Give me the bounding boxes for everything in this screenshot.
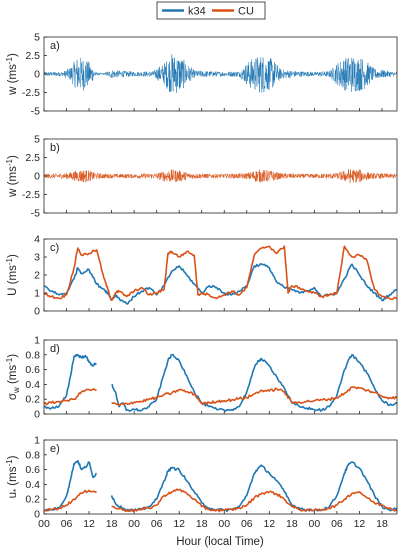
y-tick-label: 2.5 bbox=[25, 152, 40, 164]
y-tick-label: 0.2 bbox=[25, 494, 40, 506]
x-tick-label: 06 bbox=[241, 518, 253, 530]
y-tick-label: 0.6 bbox=[25, 364, 40, 376]
y-tick-label: 4 bbox=[34, 234, 40, 246]
panel-e: 0 0.2 0.4 0.6 0.8 1 e) u* (ms-1) bbox=[5, 435, 398, 521]
y-tick-label: 0 bbox=[34, 409, 40, 421]
panel-d-ylabel: σw (ms-1) bbox=[5, 354, 21, 400]
y-tick-label: -2.5 bbox=[22, 189, 40, 201]
panel-b-series bbox=[43, 169, 398, 184]
panel-d: 0 0.2 0.4 0.6 0.8 1 d) σw (ms-1) bbox=[5, 335, 398, 421]
y-tick-label: 2.5 bbox=[25, 50, 40, 62]
y-tick-label: 0.4 bbox=[25, 479, 40, 491]
panel-a-ylabel: w (ms-1) bbox=[5, 53, 19, 96]
x-tick-label: 12 bbox=[173, 518, 185, 530]
x-tick-label: 00 bbox=[309, 518, 321, 530]
x-tick-label: 18 bbox=[286, 518, 298, 530]
series-line-cu bbox=[43, 488, 398, 513]
panel-e-ylabel: u* (ms-1) bbox=[5, 455, 21, 498]
y-tick-label: 1 bbox=[34, 288, 40, 300]
y-tick-label: 0 bbox=[34, 306, 40, 318]
panel-b-ylabel: w (ms-1) bbox=[5, 155, 19, 198]
panel-d-yticks: 0 0.2 0.4 0.6 0.8 1 bbox=[25, 335, 47, 421]
panel-e-xticks bbox=[43, 511, 383, 514]
y-tick-label: 0 bbox=[34, 69, 40, 81]
series-line-k34 bbox=[43, 54, 398, 93]
y-tick-label: 0.2 bbox=[25, 394, 40, 406]
y-tick-label: 3 bbox=[34, 252, 40, 264]
y-tick-label: -2.5 bbox=[22, 87, 40, 99]
x-tick-label: 00 bbox=[38, 518, 50, 530]
y-tick-label: 0.8 bbox=[25, 449, 40, 461]
x-tick-label: 18 bbox=[196, 518, 208, 530]
panel-d-frame bbox=[43, 339, 398, 415]
y-tick-label: -5 bbox=[31, 106, 40, 118]
panel-e-series bbox=[43, 459, 398, 513]
y-tick-label: -5 bbox=[31, 208, 40, 220]
y-tick-label: 0 bbox=[34, 171, 40, 183]
panel-a-series bbox=[43, 54, 398, 93]
legend-label-cu: CU bbox=[238, 6, 254, 18]
y-tick-label: 0.8 bbox=[25, 349, 40, 361]
y-tick-label: 1 bbox=[34, 435, 40, 447]
y-tick-label: 5 bbox=[34, 32, 40, 44]
y-tick-label: 2 bbox=[34, 270, 40, 282]
panel-c-xticks bbox=[43, 308, 383, 311]
panel-d-xticks bbox=[43, 411, 383, 414]
panel-c-ylabel: U (ms-1) bbox=[5, 254, 19, 296]
panel-c: 0 1 2 3 4 c) U (ms-1) bbox=[5, 234, 398, 318]
x-tick-label: 00 bbox=[128, 518, 140, 530]
series-line-k34 bbox=[43, 353, 398, 412]
panel-a-yticks: -5 -2.5 0 2.5 5 bbox=[22, 32, 47, 118]
panel-e-yticks: 0 0.2 0.4 0.6 0.8 1 bbox=[25, 435, 47, 521]
y-tick-label: 0 bbox=[34, 509, 40, 521]
panel-a: -5 -2.5 0 2.5 5 a) w (ms-1) bbox=[5, 32, 398, 118]
panel-e-tag: e) bbox=[50, 443, 60, 455]
panel-d-tag: d) bbox=[50, 343, 60, 355]
legend-label-k34: k34 bbox=[188, 6, 206, 18]
y-tick-label: 5 bbox=[34, 134, 40, 146]
panel-e-frame bbox=[43, 439, 398, 515]
series-line-cu bbox=[43, 169, 398, 184]
panel-b-yticks: -5 -2.5 0 2.5 5 bbox=[22, 134, 47, 220]
panel-c-yticks: 0 1 2 3 4 bbox=[34, 234, 47, 318]
x-tick-label: 00 bbox=[218, 518, 230, 530]
panel-c-tag: c) bbox=[50, 242, 59, 254]
x-tick-label: 06 bbox=[61, 518, 73, 530]
legend-box bbox=[156, 1, 266, 20]
panel-b-xticks bbox=[43, 210, 383, 213]
x-tick-labels: 00 06 12 18 00 06 12 18 00 06 12 18 00 06 12 18 bbox=[38, 518, 388, 530]
series-line-cu bbox=[43, 245, 398, 301]
series-line-k34 bbox=[43, 459, 398, 513]
panel-b-tag: b) bbox=[50, 142, 60, 154]
x-tick-label: 18 bbox=[106, 518, 118, 530]
x-tick-label: 18 bbox=[376, 518, 388, 530]
series-line-cu bbox=[43, 386, 398, 406]
y-tick-label: 1 bbox=[34, 335, 40, 347]
x-tick-label: 12 bbox=[263, 518, 275, 530]
x-tick-label: 06 bbox=[331, 518, 343, 530]
panel-d-series bbox=[43, 353, 398, 412]
x-tick-label: 12 bbox=[83, 518, 95, 530]
x-tick-label: 06 bbox=[151, 518, 163, 530]
x-axis-label: Hour (local Time) bbox=[176, 536, 264, 548]
panel-b: -5 -2.5 0 2.5 5 b) w (ms-1) bbox=[5, 134, 398, 220]
x-tick-label: 12 bbox=[354, 518, 366, 530]
panel-c-series bbox=[43, 245, 398, 305]
y-tick-label: 0.4 bbox=[25, 379, 40, 391]
panel-a-tag: a) bbox=[50, 40, 60, 52]
y-tick-label: 0.6 bbox=[25, 464, 40, 476]
panel-a-xticks bbox=[43, 108, 383, 111]
legend: k34 CU bbox=[156, 1, 266, 20]
series-line-k34 bbox=[43, 262, 398, 305]
